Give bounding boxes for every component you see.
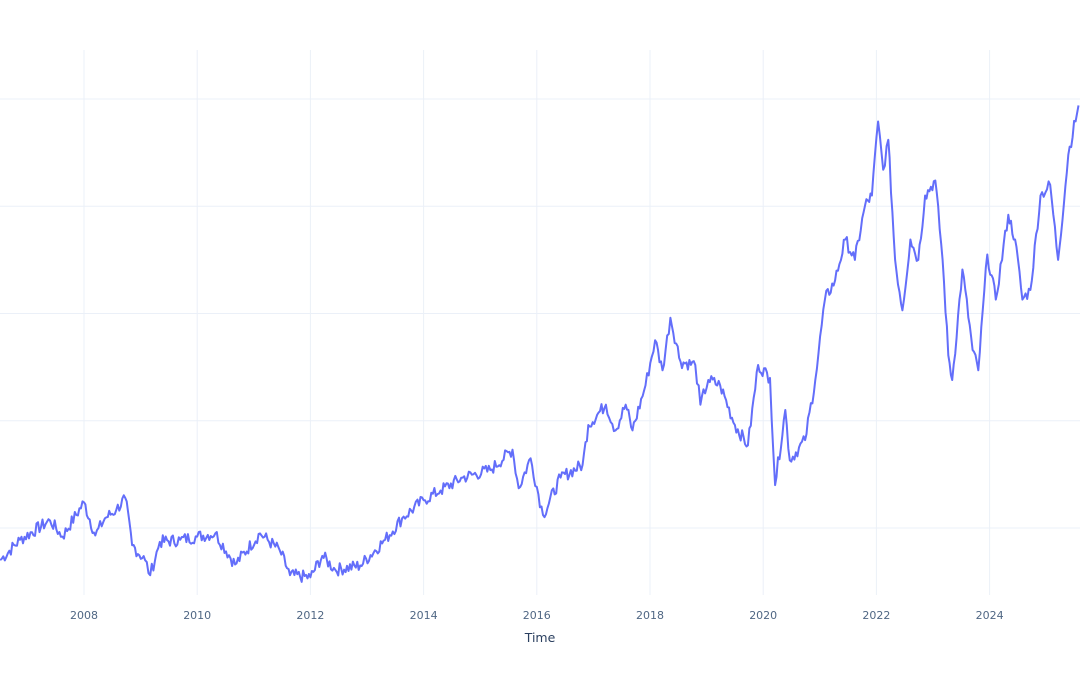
x-tick-label: 2018 xyxy=(636,609,664,622)
x-tick-label: 2008 xyxy=(70,609,98,622)
x-tick-label: 2020 xyxy=(749,609,777,622)
x-axis-title: Time xyxy=(524,630,556,645)
x-axis-tick-labels: 2008 2010 2012 2014 2016 2018 2020 2022 2024 xyxy=(70,609,1004,622)
horizontal-gridlines xyxy=(0,98,1080,529)
plot-background xyxy=(0,50,1080,595)
x-tick-label: 2022 xyxy=(862,609,890,622)
x-tick-label: 2010 xyxy=(183,609,211,622)
x-tick-label: 2012 xyxy=(296,609,324,622)
vertical-gridlines xyxy=(83,50,991,595)
data-line[interactable] xyxy=(0,105,1080,583)
x-tick-label: 2024 xyxy=(976,609,1004,622)
x-tick-label: 2016 xyxy=(523,609,551,622)
x-tick-label: 2014 xyxy=(410,609,438,622)
